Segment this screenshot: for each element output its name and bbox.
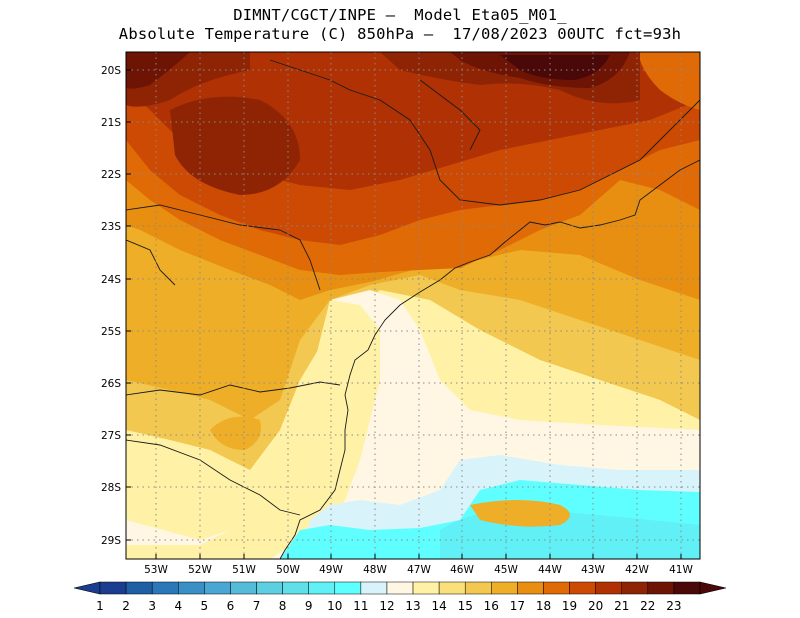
band-13 bbox=[126, 300, 380, 559]
colorbar-label: 22 bbox=[640, 599, 655, 613]
graticule bbox=[126, 52, 700, 559]
colorbar-label: 23 bbox=[666, 599, 681, 613]
colorbar-label: 18 bbox=[536, 599, 551, 613]
colorbar-swatch bbox=[569, 581, 596, 595]
band-22 bbox=[500, 55, 610, 80]
warm-patch-b bbox=[210, 416, 261, 450]
colorbar-swatch bbox=[412, 581, 440, 595]
colorbar-swatch bbox=[256, 581, 283, 595]
chart-title-line1: DIMNT/CGCT/INPE – Model Eta05_M01_ bbox=[233, 6, 567, 24]
colorbar-swatch bbox=[125, 581, 153, 595]
band-17b bbox=[640, 52, 700, 110]
colorbar-label: 19 bbox=[562, 599, 577, 613]
temperature-field bbox=[126, 52, 700, 559]
lon-label: 42W bbox=[625, 564, 649, 576]
colorbar-swatch bbox=[438, 581, 466, 595]
colorbar-left-arrow bbox=[73, 581, 101, 595]
lon-label: 43W bbox=[581, 564, 605, 576]
lon-label: 48W bbox=[363, 564, 387, 576]
coastline bbox=[126, 59, 700, 559]
chart-title-line2: Absolute Temperature (C) 850hPa – 17/08/… bbox=[118, 25, 682, 43]
colorbar-label: 3 bbox=[148, 599, 156, 613]
lon-label: 52W bbox=[188, 564, 212, 576]
lat-label: 20S bbox=[101, 65, 121, 77]
colorbar-label: 7 bbox=[253, 599, 261, 613]
colorbar-label: 17 bbox=[510, 599, 525, 613]
colorbar-swatch bbox=[178, 581, 205, 595]
colorbar-label: 6 bbox=[227, 599, 235, 613]
lon-label: 51W bbox=[232, 564, 256, 576]
colorbar-right-arrow bbox=[699, 581, 727, 595]
colorbar-swatch bbox=[204, 581, 231, 595]
colorbar-label: 15 bbox=[458, 599, 473, 613]
colorbar-label: 4 bbox=[174, 599, 182, 613]
axis-ticks bbox=[126, 69, 682, 559]
lon-label: 44W bbox=[538, 564, 562, 576]
colorbar-swatch bbox=[491, 581, 518, 595]
colorbar-swatch bbox=[673, 581, 701, 595]
colorbar-swatch bbox=[282, 581, 309, 595]
lat-label: 27S bbox=[101, 430, 121, 442]
lat-label: 29S bbox=[101, 535, 121, 547]
colorbar-label: 20 bbox=[588, 599, 603, 613]
band-20 bbox=[170, 96, 300, 195]
lon-label: 49W bbox=[319, 564, 343, 576]
lon-label: 45W bbox=[494, 564, 518, 576]
lat-label: 21S bbox=[101, 117, 121, 129]
warm-patch bbox=[470, 500, 570, 527]
latitude-labels: 20S 21S 22S 23S 24S 25S 26S 27S 28S 29S bbox=[101, 65, 121, 547]
colorbar: 1 2 3 4 5 6 7 8 9 10 11 12 13 14 15 16 17 18 19 20 21 22 23 bbox=[73, 581, 727, 613]
band-21 bbox=[126, 52, 190, 89]
colorbar-swatch bbox=[386, 581, 414, 595]
colorbar-swatch bbox=[464, 581, 492, 595]
colorbar-swatch bbox=[334, 581, 362, 595]
colorbar-swatch bbox=[151, 581, 179, 595]
lat-label: 26S bbox=[101, 378, 121, 390]
lat-label: 22S bbox=[101, 169, 121, 181]
colorbar-label: 5 bbox=[201, 599, 209, 613]
lat-label: 23S bbox=[101, 221, 121, 233]
colorbar-label: 14 bbox=[431, 599, 446, 613]
lon-label: 46W bbox=[450, 564, 474, 576]
colorbar-swatch bbox=[621, 581, 649, 595]
colorbar-label: 9 bbox=[305, 599, 313, 613]
lon-label: 53W bbox=[144, 564, 168, 576]
lon-label: 50W bbox=[276, 564, 300, 576]
colorbar-swatch bbox=[360, 581, 388, 595]
lat-label: 25S bbox=[101, 326, 121, 338]
colorbar-swatch bbox=[647, 581, 675, 595]
lon-label: 41W bbox=[669, 564, 693, 576]
colorbar-label: 8 bbox=[279, 599, 287, 613]
colorbar-label: 1 bbox=[96, 599, 104, 613]
colorbar-swatch bbox=[308, 581, 336, 595]
colorbar-label: 2 bbox=[122, 599, 130, 613]
map-frame bbox=[125, 51, 701, 560]
colorbar-label: 16 bbox=[484, 599, 499, 613]
lon-label: 47W bbox=[407, 564, 431, 576]
colorbar-swatch bbox=[230, 581, 257, 595]
lat-label: 28S bbox=[101, 482, 121, 494]
colorbar-swatch bbox=[517, 581, 544, 595]
colorbar-swatch bbox=[99, 581, 127, 595]
colorbar-swatch bbox=[543, 581, 570, 595]
lat-label: 24S bbox=[101, 274, 121, 286]
colorbar-label: 11 bbox=[353, 599, 368, 613]
colorbar-label: 13 bbox=[405, 599, 420, 613]
colorbar-label: 12 bbox=[379, 599, 394, 613]
colorbar-swatch bbox=[595, 581, 622, 595]
longitude-labels: 53W 52W 51W 50W 49W 48W 47W 46W 45W 44W … bbox=[144, 564, 693, 576]
colorbar-label: 10 bbox=[327, 599, 342, 613]
colorbar-label: 21 bbox=[614, 599, 629, 613]
